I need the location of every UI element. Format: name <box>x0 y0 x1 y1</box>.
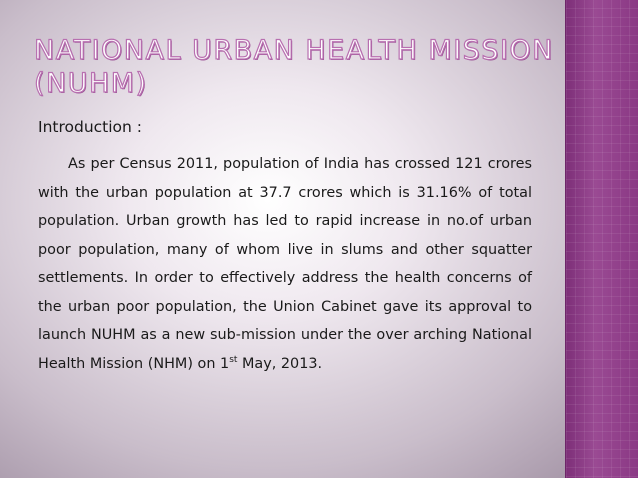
ordinal-superscript: st <box>229 354 238 365</box>
intro-paragraph: As per Census 2011, population of India … <box>38 150 532 378</box>
paragraph-end-text: May, 2013. <box>237 355 323 372</box>
decorative-sidebar <box>565 0 638 478</box>
section-label: Introduction : <box>38 118 143 136</box>
slide-title: NATIONAL URBAN HEALTH MISSION (NUHM) <box>33 34 554 99</box>
paragraph-main-text: As per Census 2011, population of India … <box>38 156 532 372</box>
